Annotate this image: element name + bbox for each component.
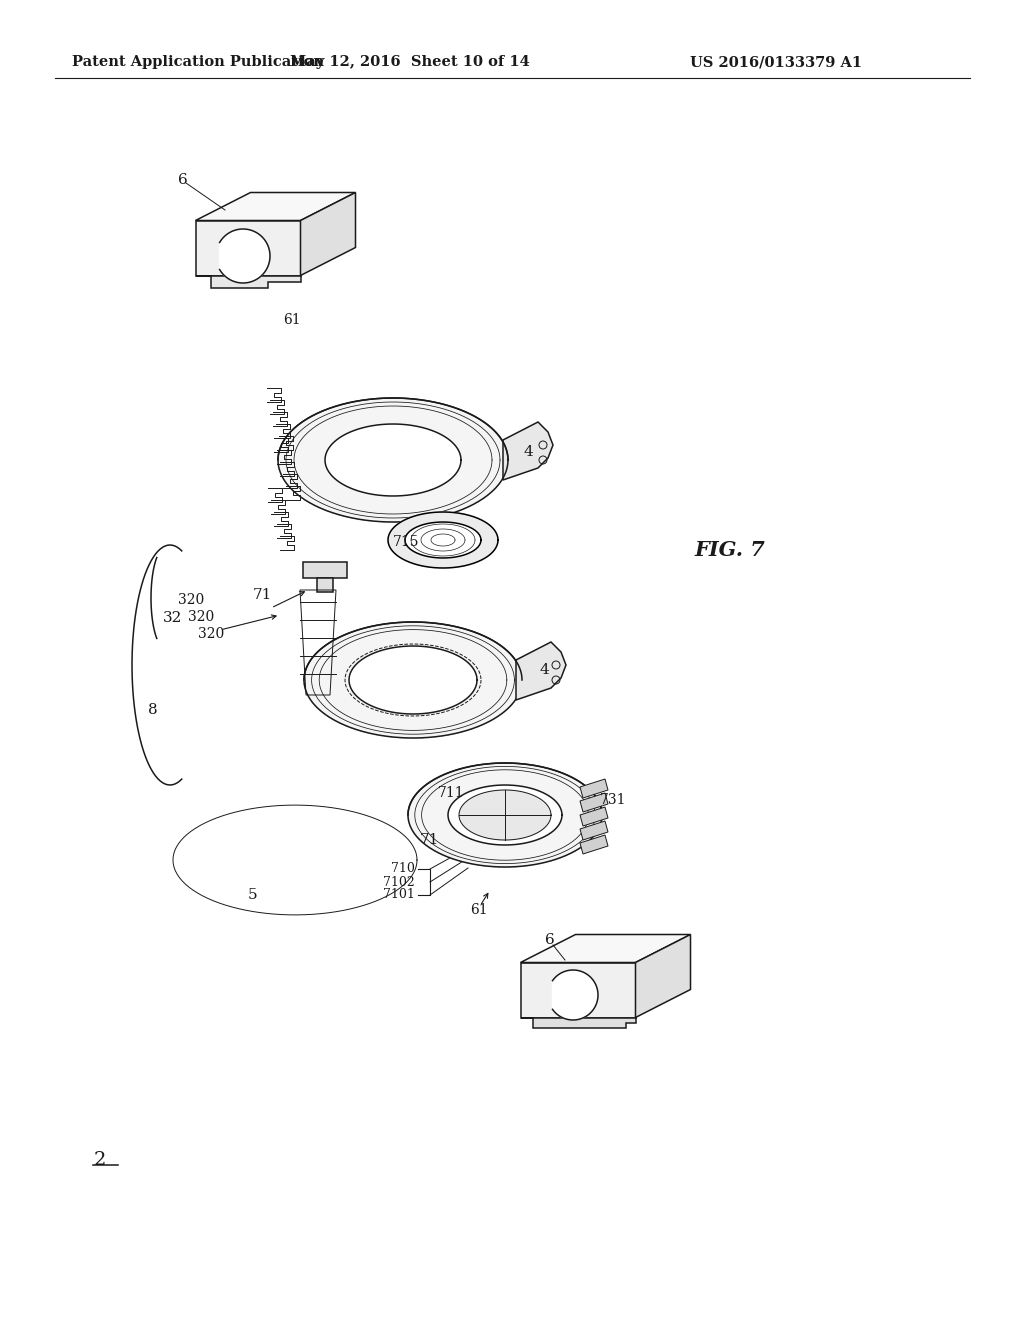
- Text: 715: 715: [393, 535, 420, 549]
- Text: 6: 6: [545, 933, 555, 946]
- Polygon shape: [278, 399, 508, 521]
- Polygon shape: [233, 824, 357, 879]
- Text: May 12, 2016  Sheet 10 of 14: May 12, 2016 Sheet 10 of 14: [290, 55, 529, 69]
- Text: 8: 8: [148, 704, 158, 717]
- Text: Patent Application Publication: Patent Application Publication: [72, 55, 324, 69]
- Text: 5: 5: [248, 888, 258, 902]
- Polygon shape: [406, 521, 481, 558]
- Text: 711: 711: [438, 785, 465, 800]
- Text: 710: 710: [391, 862, 415, 875]
- Text: 320: 320: [188, 610, 214, 624]
- Polygon shape: [520, 1018, 636, 1027]
- Polygon shape: [223, 820, 367, 884]
- Polygon shape: [263, 832, 327, 861]
- Text: 4: 4: [540, 663, 550, 677]
- Text: 7102: 7102: [383, 875, 415, 888]
- Polygon shape: [516, 642, 566, 700]
- Polygon shape: [300, 193, 355, 276]
- Text: 6: 6: [178, 173, 187, 187]
- Polygon shape: [325, 424, 461, 496]
- Text: 71: 71: [420, 833, 439, 847]
- Polygon shape: [196, 220, 300, 276]
- Polygon shape: [213, 817, 377, 891]
- Text: US 2016/0133379 A1: US 2016/0133379 A1: [690, 55, 862, 69]
- Text: FIG. 7: FIG. 7: [694, 540, 765, 560]
- Polygon shape: [580, 821, 608, 840]
- Polygon shape: [580, 793, 608, 812]
- Polygon shape: [203, 814, 387, 896]
- Text: 61: 61: [283, 313, 301, 327]
- Text: 61: 61: [470, 903, 487, 917]
- Polygon shape: [520, 962, 636, 1018]
- Polygon shape: [408, 763, 602, 867]
- Text: 71: 71: [253, 587, 272, 602]
- Polygon shape: [553, 970, 598, 1020]
- Polygon shape: [243, 826, 347, 873]
- Polygon shape: [303, 562, 347, 578]
- Polygon shape: [183, 808, 407, 909]
- Polygon shape: [193, 810, 397, 903]
- Polygon shape: [304, 622, 522, 738]
- Polygon shape: [580, 836, 608, 854]
- Polygon shape: [580, 779, 608, 799]
- Polygon shape: [449, 785, 562, 845]
- Polygon shape: [317, 578, 333, 591]
- Polygon shape: [196, 193, 355, 220]
- Polygon shape: [503, 422, 553, 480]
- Text: 731: 731: [600, 793, 627, 807]
- Polygon shape: [273, 836, 317, 855]
- Text: 320: 320: [178, 593, 204, 607]
- Polygon shape: [196, 276, 300, 288]
- Polygon shape: [636, 935, 690, 1018]
- Polygon shape: [219, 228, 270, 282]
- Polygon shape: [520, 935, 690, 962]
- Text: 2: 2: [94, 1151, 106, 1170]
- Polygon shape: [388, 512, 498, 568]
- Polygon shape: [580, 807, 608, 826]
- Polygon shape: [459, 789, 551, 840]
- Text: 7101: 7101: [383, 888, 415, 902]
- Polygon shape: [349, 645, 477, 714]
- Text: 4: 4: [524, 445, 534, 459]
- Polygon shape: [253, 829, 337, 867]
- Polygon shape: [173, 805, 417, 915]
- Text: 320: 320: [198, 627, 224, 642]
- Text: 32: 32: [163, 611, 182, 624]
